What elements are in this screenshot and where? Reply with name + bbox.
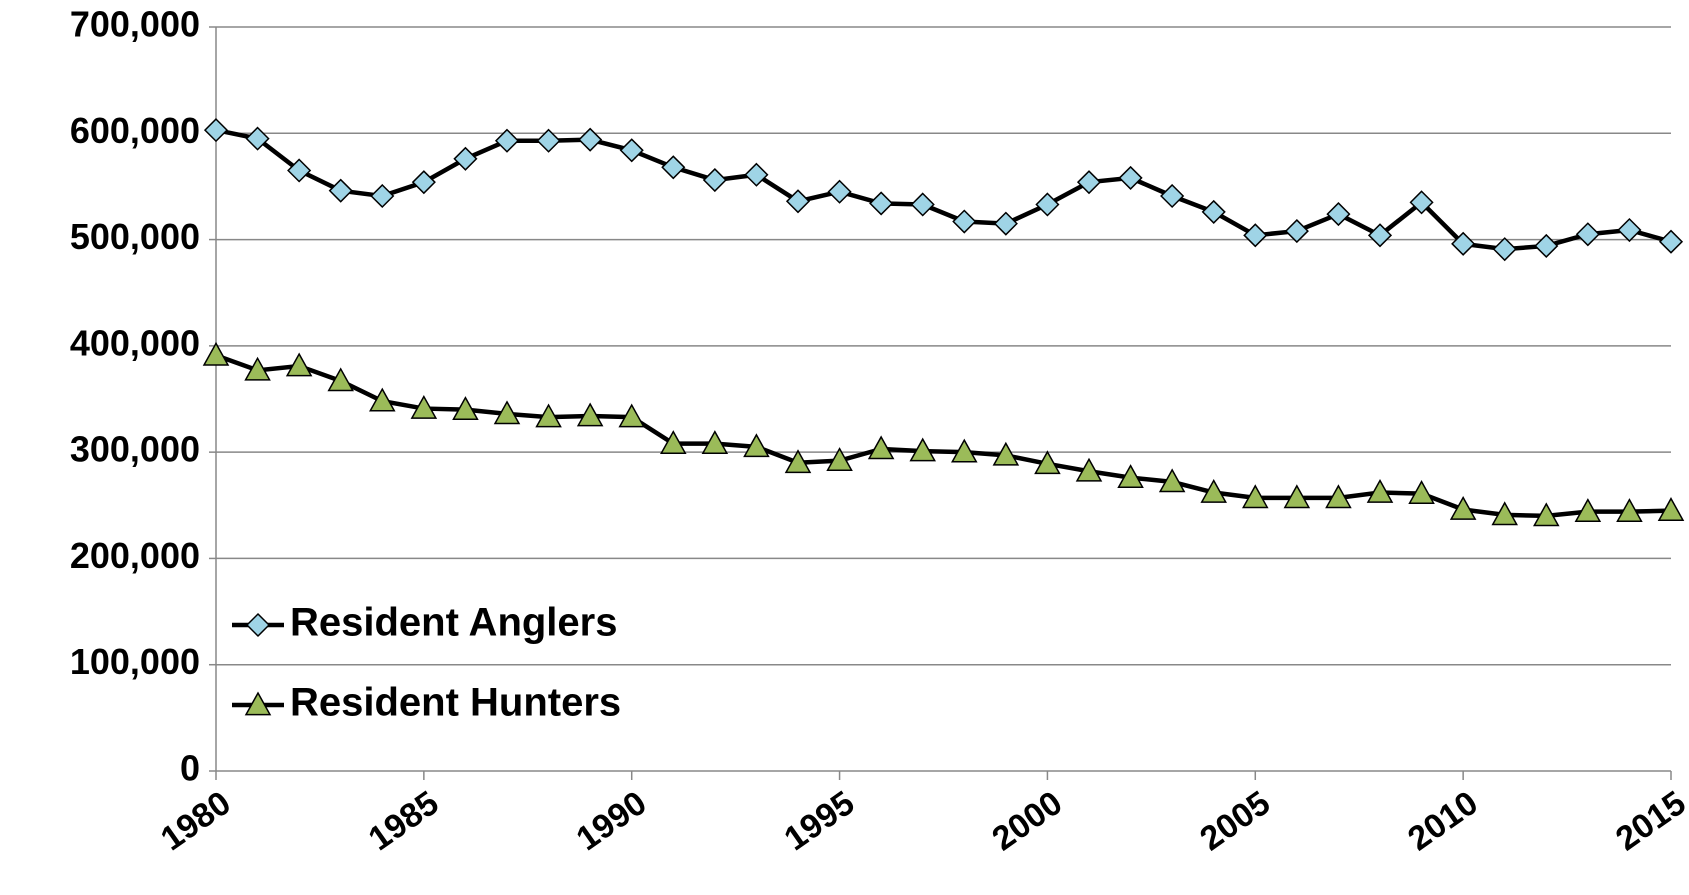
data-point — [370, 183, 395, 209]
data-point — [1158, 468, 1186, 493]
data-point — [328, 178, 353, 203]
data-point — [1449, 495, 1477, 520]
data-point — [1616, 498, 1643, 523]
data-point — [826, 447, 853, 471]
data-point — [578, 127, 603, 152]
data-point — [1283, 484, 1311, 509]
data-point — [1242, 484, 1269, 509]
data-point — [202, 341, 230, 366]
x-tick-label: 1995 — [778, 784, 862, 859]
y-tick-label: 600,000 — [70, 110, 200, 151]
data-point — [1657, 497, 1685, 521]
data-point — [411, 170, 436, 195]
x-tick-label: 2015 — [1609, 784, 1689, 859]
data-point — [910, 192, 935, 217]
data-point — [453, 146, 478, 171]
y-tick-label: 700,000 — [70, 4, 200, 45]
data-point — [369, 387, 396, 412]
data-point — [618, 403, 645, 428]
data-point — [1409, 190, 1434, 215]
data-point — [1326, 202, 1351, 227]
data-point — [1284, 219, 1309, 244]
x-tick-label: 1985 — [362, 784, 446, 859]
data-point — [285, 352, 313, 377]
data-point — [1366, 478, 1394, 503]
data-point — [784, 449, 812, 474]
data-point — [1492, 237, 1517, 262]
x-tick-label: 2005 — [1193, 784, 1277, 859]
data-point — [1408, 480, 1435, 504]
x-tick-label: 1990 — [570, 784, 654, 859]
data-point — [952, 209, 977, 234]
data-point — [1034, 450, 1061, 475]
data-point — [1201, 199, 1226, 224]
data-point — [494, 128, 520, 153]
data-point — [992, 441, 1020, 466]
data-point — [1118, 165, 1143, 190]
y-tick-label: 500,000 — [70, 216, 200, 257]
y-tick-label: 0 — [180, 748, 200, 789]
data-point — [660, 430, 687, 454]
y-tick-label: 100,000 — [70, 641, 200, 682]
data-point — [1534, 233, 1559, 259]
data-point — [410, 395, 438, 419]
data-point — [867, 435, 895, 460]
y-tick-label: 200,000 — [70, 535, 200, 576]
series-line — [215, 127, 1672, 252]
data-point — [909, 437, 936, 462]
data-point — [452, 396, 479, 420]
data-point — [993, 211, 1018, 236]
data-point — [1491, 501, 1518, 526]
data-point — [1075, 457, 1103, 482]
data-point — [1533, 502, 1560, 527]
legend-marker — [244, 691, 272, 716]
data-point — [1160, 183, 1185, 209]
data-point — [1076, 170, 1102, 195]
data-point — [493, 400, 521, 425]
x-tick-label: 2000 — [985, 784, 1069, 859]
data-point — [951, 438, 978, 463]
x-tick-label: 1980 — [154, 784, 238, 859]
data-point — [1035, 192, 1060, 217]
data-point — [244, 356, 271, 381]
data-point — [619, 138, 644, 163]
data-point — [1117, 464, 1144, 489]
series-line — [215, 353, 1672, 519]
y-tick-label: 400,000 — [70, 322, 200, 363]
data-point — [535, 403, 562, 428]
legend-marker — [245, 612, 271, 638]
data-point — [576, 402, 604, 427]
data-point — [785, 189, 811, 214]
y-tick-label: 300,000 — [70, 429, 200, 470]
data-point — [701, 430, 729, 454]
data-point — [744, 162, 769, 187]
data-point — [1200, 478, 1227, 503]
data-point — [245, 126, 270, 151]
data-point — [827, 179, 852, 204]
data-point — [1325, 484, 1352, 509]
data-point — [1658, 229, 1684, 254]
data-point — [287, 158, 312, 183]
data-point — [1243, 223, 1268, 248]
data-point — [869, 191, 894, 216]
data-point — [327, 367, 354, 392]
data-point — [1574, 498, 1602, 523]
data-point — [1617, 217, 1642, 243]
data-point — [702, 167, 727, 193]
data-point — [743, 433, 770, 458]
legend-label: Resident Hunters — [290, 681, 621, 725]
data-point — [1367, 223, 1393, 248]
data-point — [536, 128, 561, 153]
data-point — [661, 155, 686, 180]
legend-label: Resident Anglers — [290, 601, 617, 645]
data-point — [203, 118, 229, 143]
data-point — [1575, 222, 1600, 247]
x-tick-label: 2010 — [1401, 784, 1485, 859]
data-point — [1451, 231, 1476, 256]
